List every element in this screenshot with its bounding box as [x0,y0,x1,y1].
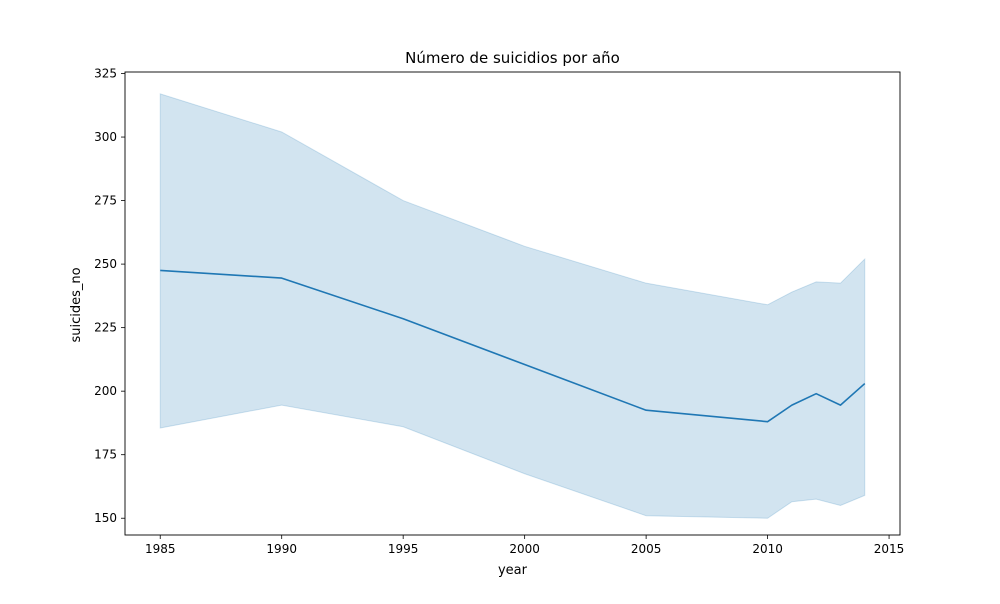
x-tick-label: 1990 [266,542,297,556]
data-point [523,362,527,366]
x-axis-label: year [498,563,528,578]
y-tick-label: 300 [94,130,117,144]
confidence-band [159,93,866,519]
y-tick-label: 150 [94,511,117,525]
data-point [158,268,162,272]
data-point [814,392,818,396]
data-point [863,382,867,386]
x-tick-label: 2015 [874,542,905,556]
data-point [790,403,794,407]
data-point [766,420,770,424]
y-tick-label: 225 [94,321,117,335]
x-tick-label: 2000 [509,542,540,556]
y-tick-label: 250 [94,257,117,271]
y-tick-label: 175 [94,448,117,462]
plot-area: 1985 1990 1995 2000 2005 2010 2015 150 175 200 225… [94,67,904,556]
series-line [160,269,866,423]
y-tick-label: 325 [94,67,117,81]
x-tick-label: 2005 [631,542,662,556]
y-axis-label: suicides_no [69,267,84,342]
data-point [401,317,405,321]
plot-frame [124,71,901,536]
data-point [280,276,284,280]
chart-title: Número de suicidios por año [405,49,620,67]
x-tick-label: 1985 [145,542,176,556]
data-point [838,403,842,407]
x-tick-label: 2010 [752,542,783,556]
x-tick-label: 1995 [388,542,419,556]
y-tick-label: 200 [94,384,117,398]
data-point [644,408,648,412]
y-tick-label: 275 [94,194,117,208]
